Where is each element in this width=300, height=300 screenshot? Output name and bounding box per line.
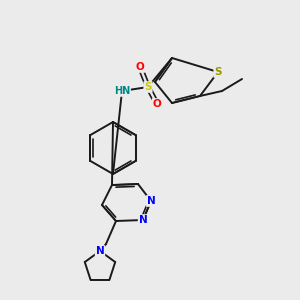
Text: O: O [153, 99, 161, 109]
Text: N: N [139, 215, 147, 225]
Text: S: S [144, 82, 152, 92]
Text: O: O [136, 62, 144, 72]
Text: HN: HN [114, 86, 130, 96]
Text: N: N [147, 196, 155, 206]
Text: S: S [214, 67, 222, 77]
Text: N: N [96, 246, 104, 256]
